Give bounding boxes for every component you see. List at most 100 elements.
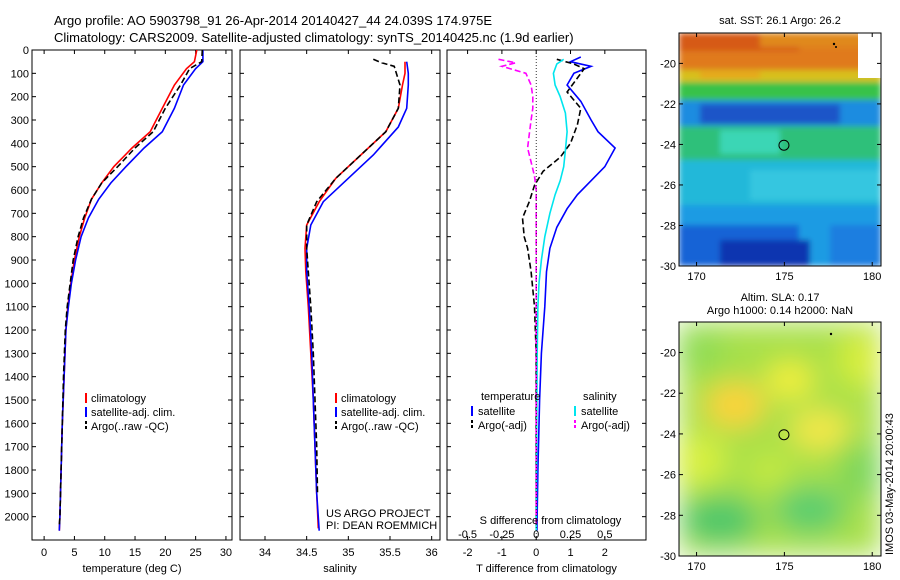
- series-line-argo-adj-: [498, 58, 537, 526]
- y-tick-label: 800: [11, 232, 29, 244]
- x-tick-label: 10: [99, 547, 111, 559]
- x-tick-label: 2: [602, 547, 608, 559]
- x-tick-label: 30: [220, 547, 232, 559]
- lon-tick-label: 170: [687, 271, 705, 283]
- y-tick-label: 400: [11, 138, 29, 150]
- plot-salinity: 34 34.5 35 35.5 36 salinity climatology satelli…: [239, 49, 441, 575]
- lat-tick-label: -24: [660, 139, 676, 151]
- y-tick-label: 100: [11, 68, 29, 80]
- y-tick-label: 2000: [5, 512, 29, 524]
- lat-tick-label: -28: [660, 510, 676, 522]
- s-tick-label: 0: [533, 529, 539, 541]
- y-tick-label: 1400: [5, 372, 29, 384]
- x-tick-label: -2: [463, 547, 473, 559]
- imos-timestamp: IMOS 03-May-2014 20:00:43: [884, 413, 896, 555]
- sla-map-image: [679, 322, 881, 556]
- x-tick-label: 5: [71, 547, 77, 559]
- series-line-satellite: [536, 56, 617, 531]
- y-tick-label: 700: [11, 208, 29, 220]
- s-tick-label: -0.5: [458, 529, 477, 541]
- lat-tick-label: -20: [660, 58, 676, 70]
- y-tick-label: 1700: [5, 442, 29, 454]
- plot-temperature: 0100200300400500600700800900100011001200…: [5, 45, 233, 575]
- y-tick-label: 1300: [5, 348, 29, 360]
- legend-label: Argo(-adj): [581, 420, 630, 432]
- sst-map-frame: [678, 32, 882, 267]
- sla-map-frame: [678, 321, 882, 557]
- lon-tick-label: 180: [863, 561, 881, 573]
- y-tick-label: 1900: [5, 488, 29, 500]
- lat-tick-label: -22: [660, 388, 676, 400]
- y-tick-label: 1000: [5, 278, 29, 290]
- series-group: [304, 58, 410, 531]
- y-tick-label: 1800: [5, 465, 29, 477]
- x-tick-label: 0: [533, 547, 539, 559]
- sla-map-title-line2: Argo h1000: 0.14 h2000: NaN: [707, 305, 853, 317]
- lat-tick-label: -30: [660, 261, 676, 273]
- series-line-satellite: [535, 58, 568, 531]
- legend-head-salinity: salinity: [583, 391, 617, 403]
- series-group: [498, 56, 617, 531]
- lat-tick-label: -30: [660, 551, 676, 563]
- lat-tick-label: -20: [660, 348, 676, 360]
- top-axis-label: S difference from climatology: [480, 515, 622, 527]
- s-tick-label: -0.25: [489, 529, 514, 541]
- series-line-climatology: [58, 50, 198, 531]
- x-axis-label: salinity: [323, 563, 357, 575]
- sla-map-title-line1: Altim. SLA: 0.17: [741, 292, 820, 304]
- sst-map-image: [679, 33, 881, 266]
- legend-label: Argo(..raw -QC): [341, 421, 419, 433]
- x-tick-label: 1: [567, 547, 573, 559]
- figure-title-line2: Climatology: CARS2009. Satellite-adjuste…: [54, 30, 574, 45]
- x-tick-label: 36: [426, 547, 438, 559]
- lon-tick-label: 175: [775, 561, 793, 573]
- lon-tick-label: 180: [863, 271, 881, 283]
- legend-label: Argo(-adj): [478, 420, 527, 432]
- project-annotation: US ARGO PROJECT: [326, 508, 431, 520]
- x-tick-label: 20: [159, 547, 171, 559]
- x-tick-label: 34.5: [296, 547, 317, 559]
- series-line-climatology: [304, 61, 406, 529]
- y-tick-label: 1600: [5, 418, 29, 430]
- lat-tick-label: -28: [660, 220, 676, 232]
- y-tick-label: 600: [11, 185, 29, 197]
- legend-label: climatology: [91, 393, 147, 405]
- lat-tick-label: -26: [660, 470, 676, 482]
- sst-argo-marker: [778, 139, 790, 151]
- y-tick-label: 1200: [5, 325, 29, 337]
- plot-frame: [31, 49, 233, 541]
- series-line-satellite-adj-clim-: [58, 50, 204, 531]
- x-tick-label: 25: [190, 547, 202, 559]
- s-tick-label: 0.25: [560, 529, 581, 541]
- x-axis-label: temperature (deg C): [82, 563, 181, 575]
- lat-tick-label: -24: [660, 429, 676, 441]
- series-line-argo-adj-: [521, 58, 586, 526]
- series-line-argo-raw-qc-: [58, 50, 204, 527]
- y-tick-label: 1500: [5, 395, 29, 407]
- s-tick-label: 0.5: [597, 529, 612, 541]
- legend-label: satellite: [478, 406, 515, 418]
- x-tick-label: -1: [497, 547, 507, 559]
- legend-label: Argo(..raw -QC): [91, 421, 169, 433]
- series-group: [58, 50, 204, 531]
- sst-map-axes: 170 175 180 -20 -22 -24 -26 -28 -30: [660, 33, 881, 283]
- profile-plots: 0100200300400500600700800900100011001200…: [5, 45, 647, 575]
- series-line-satellite-adj-clim-: [305, 61, 410, 531]
- legend-label: climatology: [341, 393, 397, 405]
- x-tick-label: 35: [342, 547, 354, 559]
- lon-tick-label: 175: [775, 271, 793, 283]
- legend-label: satellite-adj. clim.: [341, 407, 425, 419]
- y-tick-label: 900: [11, 255, 29, 267]
- legend-label: satellite-adj. clim.: [91, 407, 175, 419]
- lat-tick-label: -22: [660, 99, 676, 111]
- lon-tick-label: 170: [687, 561, 705, 573]
- y-tick-label: 1100: [5, 302, 29, 314]
- legend-label: satellite: [581, 406, 618, 418]
- legend-head-temperature: temperature: [481, 391, 540, 403]
- series-line-argo-raw-qc-: [305, 58, 401, 494]
- figure-title-line1: Argo profile: AO 5903798_91 26-Apr-2014 …: [54, 13, 493, 28]
- x-tick-label: 0: [41, 547, 47, 559]
- lat-tick-label: -26: [660, 180, 676, 192]
- x-axis-label: T difference from climatology: [476, 563, 617, 575]
